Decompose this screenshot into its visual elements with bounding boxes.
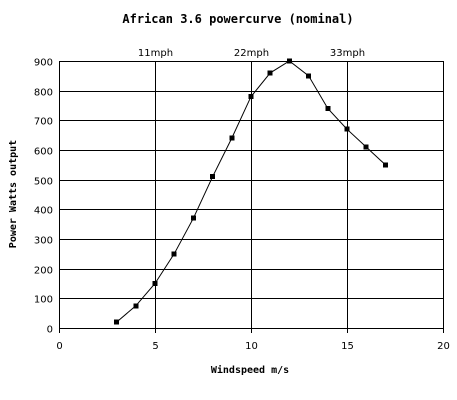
data-point xyxy=(344,126,350,132)
annotation-label: 11mph xyxy=(138,48,173,59)
data-point xyxy=(325,106,331,111)
x-axis-label: Windspeed m/s xyxy=(211,364,289,376)
data-point xyxy=(286,58,292,64)
y-tick-label: 300 xyxy=(34,236,53,247)
annotation-label: 33mph xyxy=(330,48,365,59)
data-point xyxy=(267,70,273,76)
data-point xyxy=(171,251,177,257)
annotations: 11mph 22mph 33mph xyxy=(138,48,365,328)
y-tick-label: 500 xyxy=(34,177,53,188)
data-point xyxy=(114,319,120,325)
y-tick-label: 100 xyxy=(34,295,53,306)
y-tick-label: 0 xyxy=(47,325,53,336)
y-tick-label: 800 xyxy=(34,88,53,99)
data-point xyxy=(306,73,312,79)
x-tick-label: 10 xyxy=(245,341,258,352)
series xyxy=(114,58,388,325)
y-tick-label: 400 xyxy=(34,206,53,217)
y-tick-label: 200 xyxy=(34,266,53,277)
x-tick-label: 5 xyxy=(152,341,158,352)
y-tick-label: 600 xyxy=(34,147,53,158)
axes: 0 100 200 300 400 500 600 700 800 900 0 5 10 15 20 xyxy=(34,58,450,353)
data-point xyxy=(210,174,216,180)
data-point xyxy=(229,135,235,141)
data-point xyxy=(382,162,388,168)
annotation-label: 22mph xyxy=(234,48,269,59)
y-axis-label: Power Watts output xyxy=(8,140,19,248)
x-tick-label: 15 xyxy=(341,341,354,352)
x-tick-label: 0 xyxy=(56,341,62,352)
data-point xyxy=(363,144,369,150)
chart-title: African 3.6 powercurve (nominal) xyxy=(122,12,353,26)
data-point xyxy=(190,215,196,221)
y-tick-label: 700 xyxy=(34,117,53,128)
data-point xyxy=(248,94,254,100)
data-point xyxy=(133,303,139,309)
data-point xyxy=(152,281,158,286)
x-tick-label: 20 xyxy=(437,341,450,352)
y-tick-label: 900 xyxy=(34,58,53,69)
